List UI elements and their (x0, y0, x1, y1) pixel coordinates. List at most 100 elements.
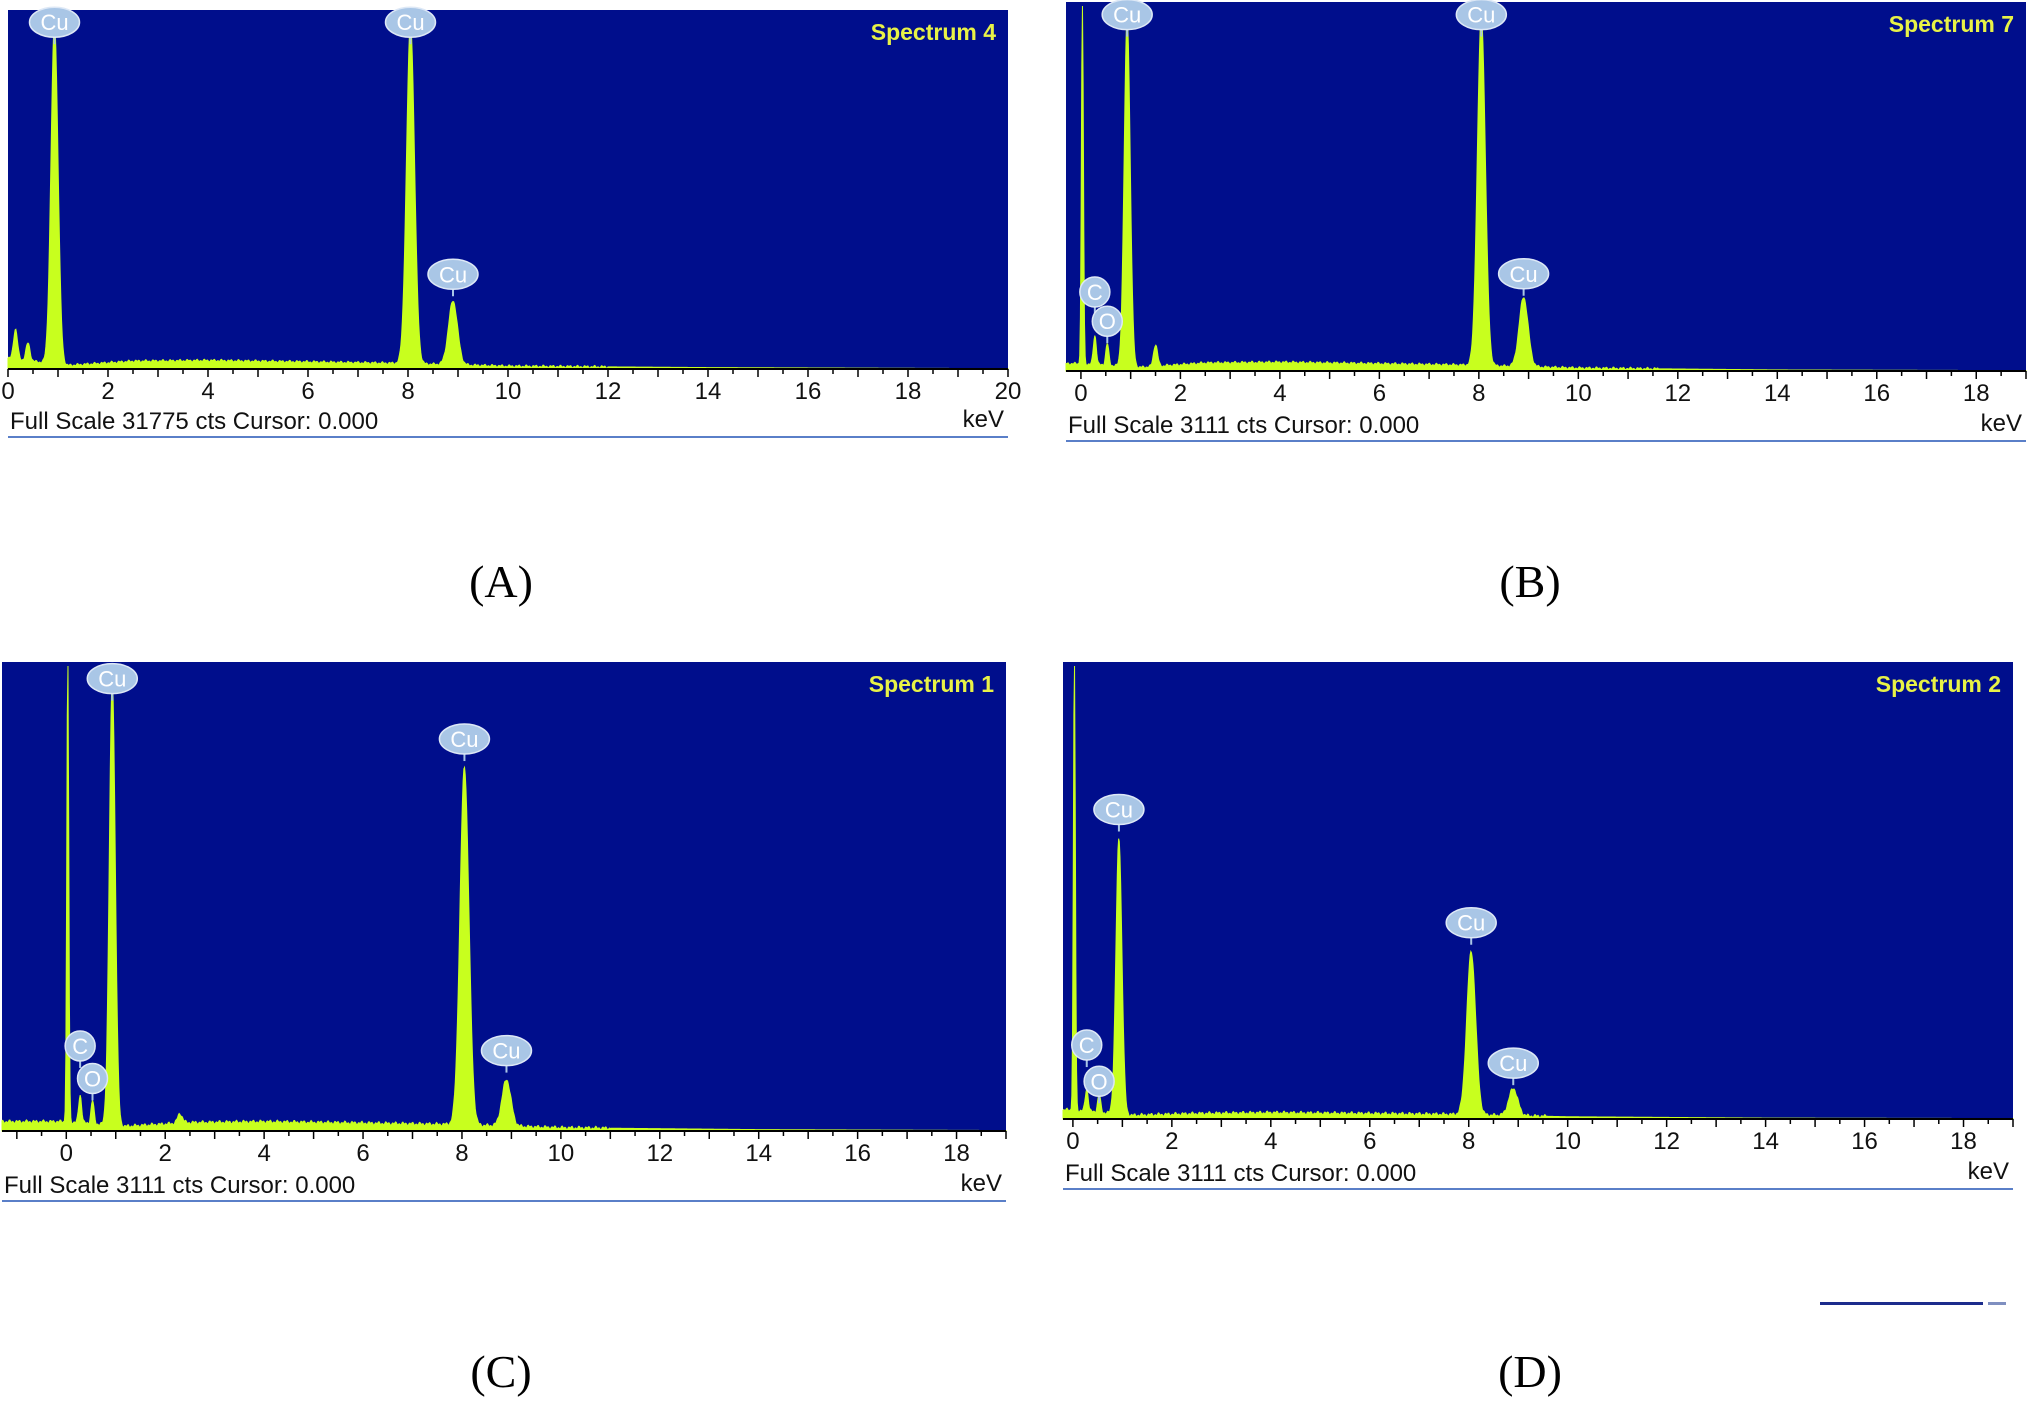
x-tick-label: 6 (1363, 1128, 1376, 1155)
x-tick-label: 14 (695, 378, 722, 405)
x-axis-unit: keV (1968, 1158, 2009, 1185)
element-label-cu: Cu (1445, 906, 1497, 945)
x-axis-unit: keV (963, 406, 1004, 433)
spectrum-panel-c: C O Cu Cu Cu Spectrum 1 0 2 4 6 8 10 12 14 16 18 Full Sc… (1, 662, 1007, 1207)
x-tick-label: 8 (1462, 1128, 1475, 1155)
svg-text:Cu: Cu (1467, 3, 1495, 28)
plot-area (1063, 662, 2013, 1119)
spectrum-title: Spectrum 1 (869, 671, 994, 697)
spectrum-chart-c: CO Cu Cu Cu Spectrum 1 0 2 4 6 8 10 12 14 16 18 Full Sc… (1, 662, 1007, 1202)
svg-text:Cu: Cu (98, 667, 126, 692)
footer-scale-text: Full Scale 31775 cts Cursor: 0.000 (10, 408, 378, 435)
x-tick-label: 18 (895, 378, 922, 405)
element-label-cu: Cu (86, 662, 139, 701)
x-tick-label: 18 (1950, 1128, 1977, 1155)
plot-area (8, 10, 1008, 369)
panel-label-b: (B) (1499, 556, 1561, 607)
svg-text:Cu: Cu (450, 727, 478, 752)
x-tick-label: 10 (1554, 1128, 1581, 1155)
element-label-cu: Cu (1093, 793, 1145, 832)
svg-text:Cu: Cu (1499, 1051, 1527, 1076)
panel-label-a: (A) (469, 556, 533, 607)
x-tick-label: 20 (995, 378, 1022, 405)
x-tick-label: 4 (1264, 1128, 1277, 1155)
panel-label-c: (C) (470, 1346, 532, 1397)
x-tick-label: 2 (159, 1140, 172, 1167)
element-label-cu: Cu (28, 6, 81, 45)
x-tick-label: 6 (301, 378, 314, 405)
x-tick-label: 16 (1863, 380, 1890, 407)
x-tick-label: 0 (1066, 1128, 1079, 1155)
x-tick-label: 6 (356, 1140, 369, 1167)
plot-area (1066, 2, 2026, 371)
x-tick-label: 2 (101, 378, 114, 405)
element-label-cu: Cu (1455, 0, 1508, 37)
svg-text:Cu: Cu (1457, 911, 1485, 936)
element-label-cu: Cu (1101, 0, 1153, 37)
svg-text:C: C (72, 1034, 88, 1059)
x-tick-label: 12 (595, 378, 622, 405)
x-tick-label: 18 (1963, 380, 1990, 407)
element-label-cu: Cu (1487, 1047, 1540, 1086)
x-axis-unit: keV (1981, 410, 2022, 437)
spectrum-panel-b: C O Cu Cu Cu Spectrum 7 0 2 4 6 8 10 12 14 16 18 Full Sc… (1065, 0, 2027, 447)
spectrum-title: Spectrum 2 (1876, 671, 2001, 697)
x-tick-label: 2 (1165, 1128, 1178, 1155)
x-tick-label: 0 (1, 378, 14, 405)
element-label-cu: Cu (384, 6, 437, 45)
svg-text:Cu: Cu (396, 10, 424, 35)
x-tick-label: 12 (1653, 1128, 1680, 1155)
spectrum-panel-d: C O Cu Cu Cu Spectrum 2 0 2 4 6 8 10 12 14 16 18 Full Sc… (1062, 662, 2014, 1195)
x-tick-label: 2 (1174, 380, 1187, 407)
x-tick-label: 8 (1472, 380, 1485, 407)
x-tick-label: 14 (1752, 1128, 1779, 1155)
x-tick-label: 10 (1565, 380, 1592, 407)
element-label-o: O (1091, 305, 1124, 344)
x-tick-label: 10 (548, 1140, 575, 1167)
element-label-c: C (64, 1030, 96, 1068)
svg-text:Cu: Cu (40, 10, 68, 35)
x-tick-label: 16 (1851, 1128, 1878, 1155)
svg-text:O: O (1099, 309, 1116, 334)
x-axis-unit: keV (961, 1170, 1002, 1197)
svg-text:Cu: Cu (1113, 3, 1141, 28)
element-label-c: C (1079, 276, 1111, 314)
footer-scale-text: Full Scale 3111 cts Cursor: 0.000 (1065, 1160, 1416, 1187)
element-label-o: O (1083, 1065, 1115, 1104)
x-tick-label: 16 (844, 1140, 871, 1167)
svg-text:Cu: Cu (1510, 262, 1538, 287)
element-label-cu: Cu (1497, 258, 1550, 296)
x-tick-label: 16 (795, 378, 822, 405)
spectrum-chart-a: Cu Cu Cu Spectrum 4 0 2 4 6 8 10 12 14 16 18 20 Full Sc… (1, 6, 1021, 438)
spectrum-title: Spectrum 4 (871, 19, 996, 45)
svg-text:O: O (1091, 1069, 1108, 1094)
x-tick-label: 10 (495, 378, 522, 405)
x-tick-label: 0 (60, 1140, 73, 1167)
footer-scale-text: Full Scale 3111 cts Cursor: 0.000 (4, 1172, 355, 1199)
x-tick-label: 18 (943, 1140, 970, 1167)
svg-text:O: O (84, 1067, 101, 1092)
scale-bar-end (1988, 1302, 2006, 1305)
spectrum-trace (1, 665, 1007, 1132)
spectrum-chart-b: CO Cu Cu Cu Spectrum 7 0 2 4 6 8 10 12 14 16 18 Full Sc… (1065, 0, 2027, 442)
footer-scale-text: Full Scale 3111 cts Cursor: 0.000 (1068, 412, 1419, 439)
x-tick-label: 4 (201, 378, 214, 405)
x-tick-label: 14 (1764, 380, 1791, 407)
scale-bar-line (1820, 1302, 1983, 1305)
element-label-c: C (1071, 1029, 1103, 1068)
panel-label-d: (D) (1498, 1346, 1562, 1397)
spectrum-chart-d: CO Cu Cu Cu Spectrum 2 0 2 4 6 8 10 12 14 16 18 Full Sc… (1062, 662, 2014, 1190)
svg-text:C: C (1079, 1033, 1095, 1058)
x-tick-label: 0 (1074, 380, 1087, 407)
x-tick-label: 4 (257, 1140, 270, 1167)
x-tick-label: 8 (401, 378, 414, 405)
x-tick-label: 4 (1273, 380, 1286, 407)
x-tick-label: 12 (1664, 380, 1691, 407)
x-tick-label: 14 (745, 1140, 772, 1167)
x-tick-label: 6 (1373, 380, 1386, 407)
svg-text:Cu: Cu (1105, 797, 1133, 822)
element-label-cu: Cu (427, 258, 479, 297)
svg-text:C: C (1087, 280, 1103, 305)
element-label-o: O (76, 1062, 109, 1101)
element-label-cu: Cu (480, 1034, 533, 1073)
